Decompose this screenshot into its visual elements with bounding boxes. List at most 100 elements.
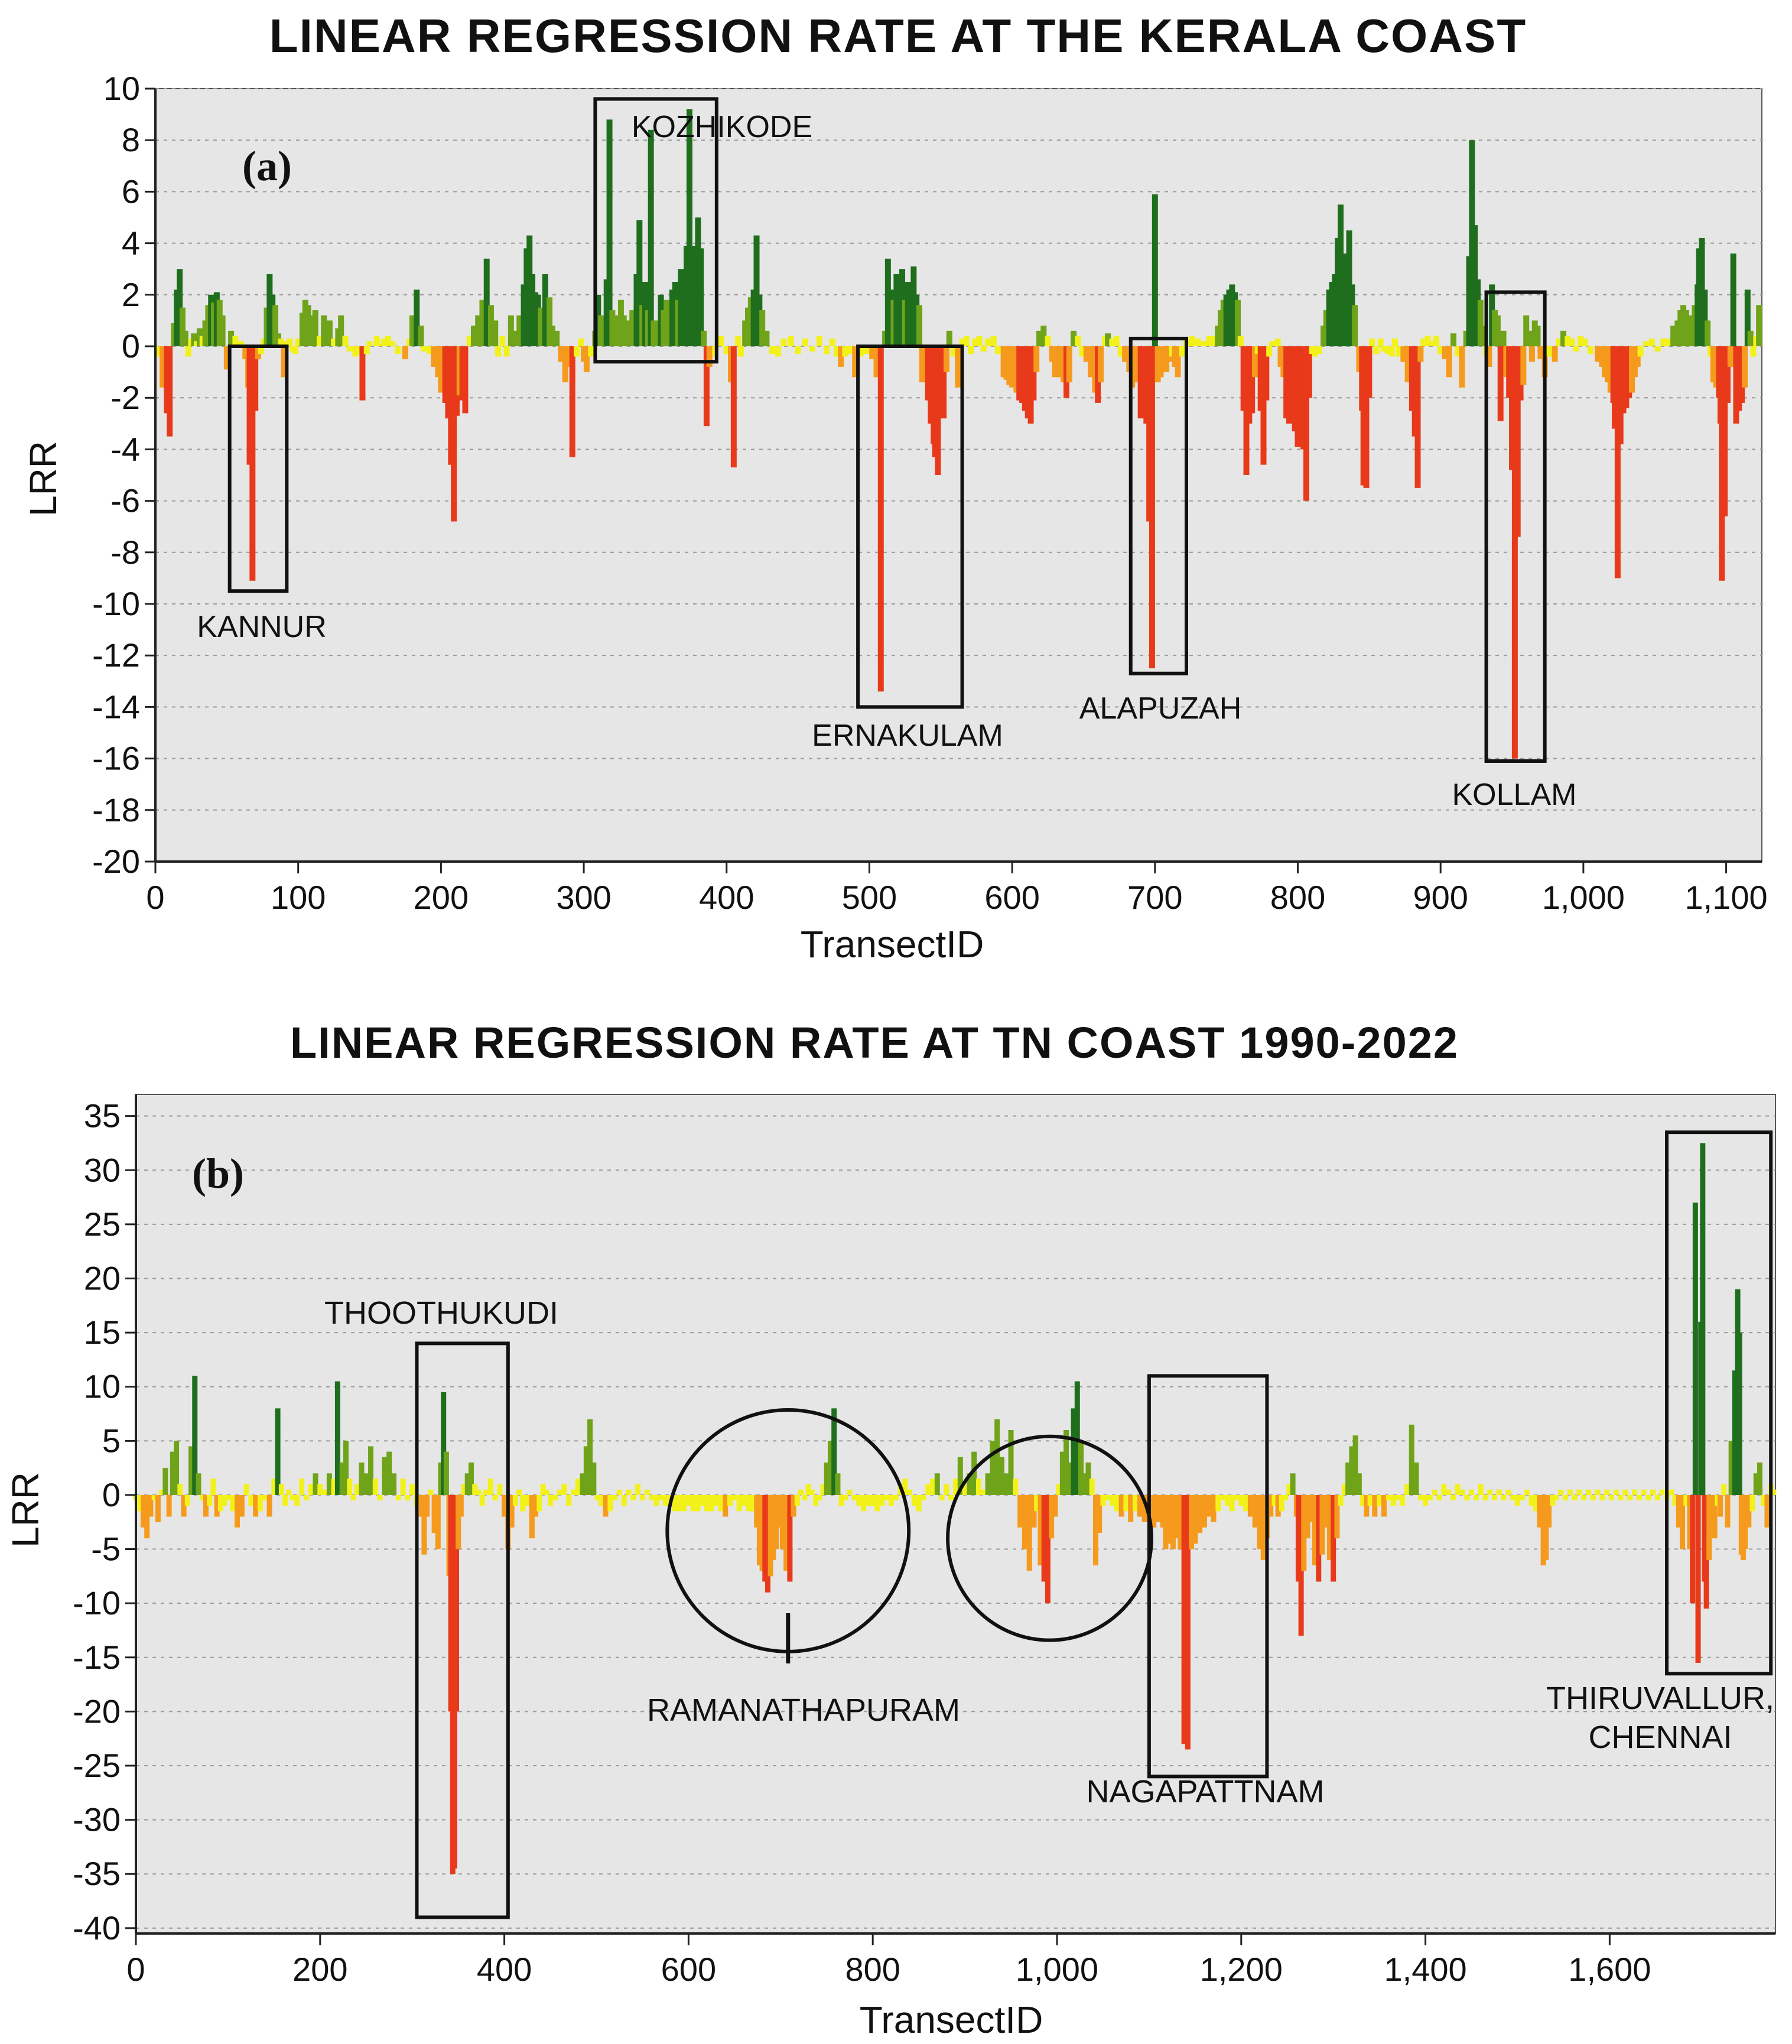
lrr-bar: [626, 1489, 632, 1495]
lrr-bar: [1572, 1494, 1578, 1501]
lrr-bar: [1266, 346, 1273, 357]
lrr-bar: [1078, 1441, 1084, 1495]
lrr-bar: [1160, 1494, 1166, 1528]
lrr-bar: [1725, 1494, 1731, 1528]
lrr-bar: [1487, 1489, 1493, 1495]
lrr-bar: [424, 1494, 430, 1517]
lrr-bar: [1026, 1494, 1032, 1571]
lrr-bar: [1071, 330, 1077, 346]
lrr-bar: [483, 258, 490, 346]
lrr-bar: [1436, 1494, 1442, 1501]
y-axis-label-tn: LRR: [4, 1472, 47, 1548]
lrr-bar: [181, 1494, 187, 1517]
lrr-bar: [1524, 1489, 1530, 1495]
lrr-bar: [727, 1494, 733, 1506]
x-tick-label: 1,100: [1685, 879, 1768, 916]
lrr-bar: [497, 1484, 503, 1495]
lrr-bar: [188, 1446, 194, 1495]
lrr-bar: [1417, 346, 1424, 362]
lrr-bar: [1528, 346, 1535, 362]
lrr-bar: [292, 346, 298, 355]
lrr-bar: [1356, 1473, 1362, 1495]
lrr-bar: [228, 330, 235, 346]
lrr-bar: [948, 1494, 954, 1501]
lrr-bar: [1008, 1430, 1014, 1495]
lrr-bar: [756, 1494, 762, 1566]
lrr-bar: [1537, 346, 1544, 359]
lrr-bar: [1692, 1203, 1698, 1495]
lrr-bar: [214, 1494, 220, 1517]
lrr-bar: [207, 1494, 213, 1506]
y-tick-label: -6: [110, 482, 140, 519]
lrr-bar: [1031, 1494, 1037, 1528]
lrr-bar: [943, 346, 949, 372]
lrr-bar: [1003, 1473, 1009, 1495]
lrr-bar: [1092, 1494, 1098, 1566]
lrr-bar: [326, 320, 333, 346]
lrr-bar: [653, 1494, 659, 1506]
lrr-bar: [644, 1489, 650, 1495]
lrr-bar: [980, 1489, 986, 1495]
lrr-bar: [1360, 1494, 1366, 1506]
lrr-bar: [278, 1484, 284, 1495]
lrr-bar: [1298, 1494, 1304, 1636]
lrr-bar: [1744, 290, 1751, 346]
lrr-bar: [438, 1462, 444, 1495]
lrr-bar: [1247, 1494, 1253, 1517]
lrr-bar: [1257, 1494, 1263, 1549]
lrr-bar: [1523, 315, 1530, 346]
lrr-bar: [182, 330, 188, 346]
lrr-bar: [1565, 336, 1571, 346]
lrr-bar: [847, 1489, 853, 1495]
lrr-bar: [1418, 1494, 1424, 1501]
lrr-bar: [1052, 346, 1058, 378]
lrr-bar: [773, 1494, 779, 1549]
lrr-bar: [1670, 326, 1677, 346]
lrr-bar: [824, 1462, 830, 1495]
lrr-bar: [1192, 1494, 1198, 1544]
lrr-bar: [1721, 1484, 1727, 1495]
lrr-bar: [366, 341, 373, 346]
lrr-bar: [1059, 1451, 1065, 1495]
lrr-bar: [598, 1494, 604, 1506]
lrr-bar: [754, 1494, 760, 1528]
lrr-bar: [1552, 346, 1558, 362]
lrr-bar: [516, 1489, 522, 1495]
lrr-bar: [1450, 1494, 1456, 1501]
lrr-bar: [1645, 1494, 1651, 1501]
lrr-bar: [547, 297, 553, 346]
lrr-bar: [1732, 1370, 1738, 1495]
lrr-bar: [389, 341, 396, 346]
lrr-bar: [461, 1484, 467, 1495]
lrr-bar: [1473, 1494, 1479, 1501]
lrr-bar: [548, 1494, 554, 1506]
lrr-bar: [1556, 338, 1562, 346]
lrr-bar: [578, 338, 584, 346]
lrr-bar: [865, 1494, 871, 1506]
lrr-bar: [1764, 1494, 1770, 1528]
lrr-bar: [533, 1494, 539, 1517]
lrr-bar: [1268, 1494, 1274, 1517]
lrr-bar: [571, 1489, 577, 1495]
x-tick-label: 600: [984, 879, 1039, 916]
lrr-bar: [1089, 1478, 1095, 1495]
lrr-bar: [1252, 1494, 1258, 1528]
y-tick-label: -4: [110, 430, 140, 467]
lrr-bar: [1558, 1489, 1564, 1495]
lrr-bar: [1088, 346, 1094, 378]
lrr-bar: [1414, 346, 1421, 488]
lrr-bar: [1034, 1494, 1040, 1512]
lrr-bar: [750, 1494, 756, 1512]
lrr-bar: [1260, 346, 1267, 465]
lrr-bar: [503, 346, 510, 357]
y-tick-label: -35: [73, 1855, 121, 1892]
lrr-bar: [290, 1494, 295, 1501]
y-tick-label: 30: [84, 1151, 121, 1188]
lrr-bar: [1085, 1462, 1091, 1495]
lrr-bar: [1384, 346, 1391, 355]
x-tick-label: 1,400: [1384, 1951, 1467, 1988]
lrr-bar: [907, 1489, 913, 1495]
lrr-bar: [706, 346, 713, 367]
lrr-bar: [636, 220, 643, 346]
